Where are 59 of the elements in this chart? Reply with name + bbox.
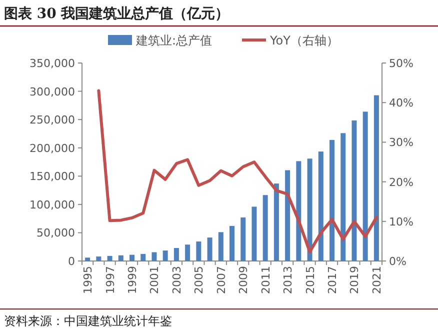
text: 资料来源：中国建筑业统计年鉴 xyxy=(4,314,172,328)
bar xyxy=(174,248,179,261)
bar xyxy=(107,256,112,261)
bar xyxy=(130,254,134,261)
bar xyxy=(218,232,224,261)
x-tick-label: 2011 xyxy=(259,266,272,294)
bar xyxy=(152,252,157,261)
bar xyxy=(185,244,190,261)
bar xyxy=(96,256,102,261)
y-tick-label: 350,000 xyxy=(30,57,75,70)
bar xyxy=(352,120,357,261)
bar xyxy=(230,226,234,261)
bar xyxy=(207,238,212,261)
bar xyxy=(285,170,290,261)
y2-tick-label: 10% xyxy=(389,215,414,228)
x-tick-label: 2003 xyxy=(170,266,184,294)
legend-label: 建筑业:总产值 xyxy=(135,34,212,48)
x-tick-label: 2015 xyxy=(304,266,317,294)
x-tick-label: 1997 xyxy=(104,266,117,294)
x-tick-label: 1995 xyxy=(82,266,95,294)
y-tick-label: 150,000 xyxy=(30,170,75,184)
y2-tick-label: 40% xyxy=(389,96,414,110)
y-tick-label: 250,000 xyxy=(30,114,75,127)
x-tick-label: 2001 xyxy=(148,266,162,294)
bar xyxy=(362,112,368,261)
bar xyxy=(307,158,312,261)
bar xyxy=(318,152,324,261)
x-tick-label: 1999 xyxy=(126,266,139,294)
y-tick-label: 300,000 xyxy=(30,85,75,98)
x-tick-label: 2005 xyxy=(192,266,206,294)
y-tick-label: 50,000 xyxy=(36,226,75,240)
bar xyxy=(262,195,268,261)
y-tick-label: 0 xyxy=(68,255,75,268)
bar xyxy=(85,258,90,261)
x-tick-label: 2009 xyxy=(237,266,250,294)
bar xyxy=(374,95,379,261)
y2-tick-label: 20% xyxy=(389,176,414,189)
y-tick-label: 100,000 xyxy=(30,198,75,212)
x-tick-label: 2007 xyxy=(214,266,228,294)
bar xyxy=(330,140,334,261)
y2-tick-label: 50% xyxy=(389,57,414,70)
bar xyxy=(340,133,346,261)
y-tick-label: 200,000 xyxy=(30,142,75,155)
legend-label: YoY（右轴） xyxy=(269,34,338,48)
x-tick-label: 2013 xyxy=(282,266,295,294)
chart-title: 图表 30 我国建筑业总产值（亿元） xyxy=(4,5,230,22)
bar xyxy=(296,161,302,261)
y2-tick-label: 30% xyxy=(389,136,414,150)
x-tick-label: 2017 xyxy=(326,266,339,294)
x-tick-label: 2019 xyxy=(348,266,362,294)
bar xyxy=(252,206,257,261)
bar xyxy=(196,241,202,261)
bar xyxy=(140,254,146,261)
y2-tick-label: 0% xyxy=(389,255,406,268)
bar xyxy=(118,255,124,261)
x-tick-label: 2021 xyxy=(370,266,384,294)
bar xyxy=(274,183,279,261)
bar xyxy=(240,217,246,261)
bar xyxy=(162,250,168,261)
